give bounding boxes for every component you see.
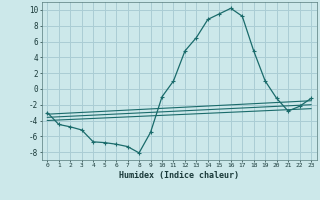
X-axis label: Humidex (Indice chaleur): Humidex (Indice chaleur) [119, 171, 239, 180]
